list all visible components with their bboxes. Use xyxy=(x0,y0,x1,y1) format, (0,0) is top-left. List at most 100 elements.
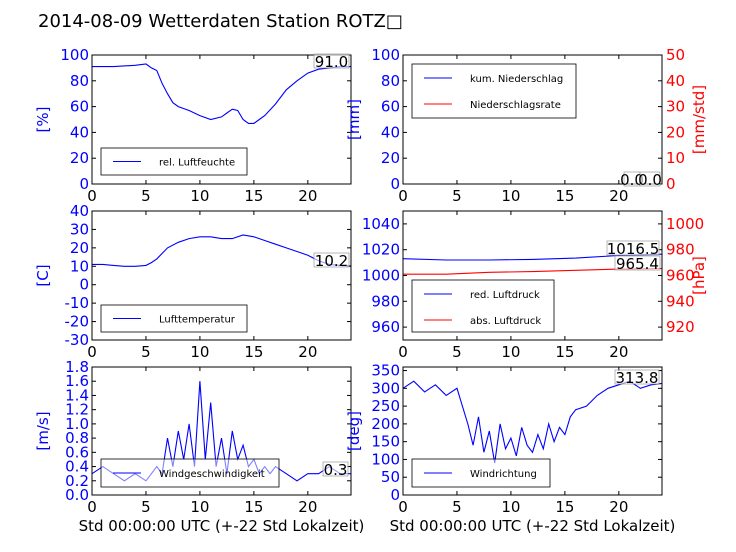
x-tick-label: 20 xyxy=(609,498,628,516)
y-tick-label: 350 xyxy=(371,362,400,380)
chart-panel-5: 0 5 10 15 20 0.00.20.40.60.81.01.21.41.61.8 [m… xyxy=(34,358,364,535)
y-right-tick-label: 0 xyxy=(666,175,676,193)
x-tick-label: 15 xyxy=(244,343,263,361)
value-annotation: 0.3 xyxy=(324,461,348,479)
value-annotation: 91.0 xyxy=(315,53,348,71)
y-tick-label: 10 xyxy=(70,257,89,275)
y-tick-label: 50 xyxy=(381,468,400,486)
legend-label: rel. Luftfeuchte xyxy=(159,158,235,169)
y-right-axis-label: [mm/std] xyxy=(690,85,708,154)
y-axis-label: [mm] xyxy=(345,99,363,140)
y-tick-label: 200 xyxy=(371,415,400,433)
y-tick-label: 100 xyxy=(60,46,89,64)
x-tick-label: 20 xyxy=(298,498,317,516)
legend-label: Niederschlagsrate xyxy=(470,100,561,111)
y-right-axis-label: [hPa] xyxy=(690,256,708,295)
y-right-tick-label: 980 xyxy=(666,241,695,259)
y-tick-label: 40 xyxy=(70,123,89,141)
y-tick-label: 0.4 xyxy=(65,458,89,476)
y-tick-label: 1020 xyxy=(362,241,400,259)
chart-panel-2: 0 5 10 15 20 0 20 40 60 80 100 0 10 20 30 40 50 [mm] [mm/s… xyxy=(345,46,708,205)
x-tick-label: 15 xyxy=(555,498,574,516)
figure-title: 2014-08-09 Wetterdaten Station ROTZ□ xyxy=(38,11,403,32)
series-line-1 xyxy=(402,253,663,261)
legend-label: Windgeschwindigkeit xyxy=(159,469,265,480)
x-tick-label: 15 xyxy=(555,343,574,361)
value-annotation: 0.0 xyxy=(638,171,662,189)
value-annotation-box xyxy=(322,461,349,477)
y-tick-label: 300 xyxy=(371,379,400,397)
y-tick-label: 0 xyxy=(79,276,89,294)
y-tick-label: 80 xyxy=(381,72,400,90)
plot-frame xyxy=(402,54,663,185)
legend-label: red. Luftdruck xyxy=(470,290,540,301)
x-tick-label: 0 xyxy=(398,498,408,516)
y-tick-label: -20 xyxy=(65,313,90,331)
y-right-tick-label: 920 xyxy=(666,318,695,336)
plot-frame xyxy=(91,210,352,341)
y-tick-label: 100 xyxy=(371,46,400,64)
y-tick-label: 0 xyxy=(390,175,400,193)
value-annotation-box xyxy=(606,240,660,256)
value-annotation: 0.0 xyxy=(620,171,644,189)
x-tick-label: 0 xyxy=(398,343,408,361)
y-tick-label: 30 xyxy=(70,220,89,238)
y-tick-label: 960 xyxy=(371,318,400,336)
y-right-tick-label: 960 xyxy=(666,267,695,285)
legend-label: Windrichtung xyxy=(470,469,537,480)
x-tick-label: 20 xyxy=(298,187,317,205)
legend-label: abs. Luftdruck xyxy=(470,316,541,327)
x-tick-label: 10 xyxy=(501,498,520,516)
y-tick-label: 20 xyxy=(70,239,89,257)
chart-panel-4: 0 5 10 15 20 960 980 1000 1020 1040 920 940 960 980 10… xyxy=(362,210,708,361)
x-tick-label: 5 xyxy=(452,498,462,516)
y-tick-label: 100 xyxy=(371,450,400,468)
y-tick-label: 0.0 xyxy=(65,486,89,504)
y-tick-label: -30 xyxy=(65,331,90,349)
y-tick-label: 60 xyxy=(381,98,400,116)
x-tick-label: 20 xyxy=(609,343,628,361)
y-tick-label: 0 xyxy=(79,175,89,193)
value-annotation-box xyxy=(614,255,661,271)
chart-panel-1: 0 5 10 15 20 0 20 40 60 80 100 [%] rel. Luftfeuchte 9… xyxy=(34,46,352,205)
x-tick-label: 10 xyxy=(190,343,209,361)
y-tick-label: 1000 xyxy=(362,267,400,285)
series-line-1 xyxy=(402,380,663,464)
value-annotation-box xyxy=(614,369,660,385)
legend-label: Lufttemperatur xyxy=(159,315,236,326)
y-tick-label: 0 xyxy=(390,486,400,504)
y-tick-label: 0.2 xyxy=(65,472,89,490)
y-right-tick-label: 940 xyxy=(666,292,695,310)
y-tick-label: 80 xyxy=(70,72,89,90)
x-tick-label: 15 xyxy=(244,187,263,205)
y-right-tick-label: 10 xyxy=(666,149,685,167)
x-tick-label: 5 xyxy=(452,187,462,205)
y-tick-label: 1.8 xyxy=(65,358,89,376)
plot-frame xyxy=(402,366,663,496)
x-tick-label: 10 xyxy=(501,343,520,361)
y-right-tick-label: 20 xyxy=(666,123,685,141)
x-tick-label: 20 xyxy=(298,343,317,361)
value-annotation: 965.4 xyxy=(616,255,659,273)
x-tick-label: 10 xyxy=(190,187,209,205)
y-tick-label: 980 xyxy=(371,292,400,310)
y-axis-label: [deg] xyxy=(345,411,363,451)
y-axis-label: [m/s] xyxy=(34,411,52,450)
y-tick-label: 1040 xyxy=(362,215,400,233)
x-tick-label: 0 xyxy=(398,187,408,205)
value-annotation-box xyxy=(639,171,661,187)
y-tick-label: 60 xyxy=(70,98,89,116)
y-tick-label: 20 xyxy=(70,149,89,167)
y-right-tick-label: 30 xyxy=(666,98,685,116)
plot-frame xyxy=(91,54,352,185)
x-tick-label: 15 xyxy=(244,498,263,516)
y-tick-label: 1.2 xyxy=(65,401,89,419)
value-annotation: 1016.5 xyxy=(607,240,660,258)
x-tick-label: 20 xyxy=(609,187,628,205)
y-axis-label: [%] xyxy=(34,107,52,133)
y-right-tick-label: 1000 xyxy=(666,215,704,233)
y-tick-label: 0.6 xyxy=(65,443,89,461)
value-annotation-box xyxy=(313,252,350,268)
